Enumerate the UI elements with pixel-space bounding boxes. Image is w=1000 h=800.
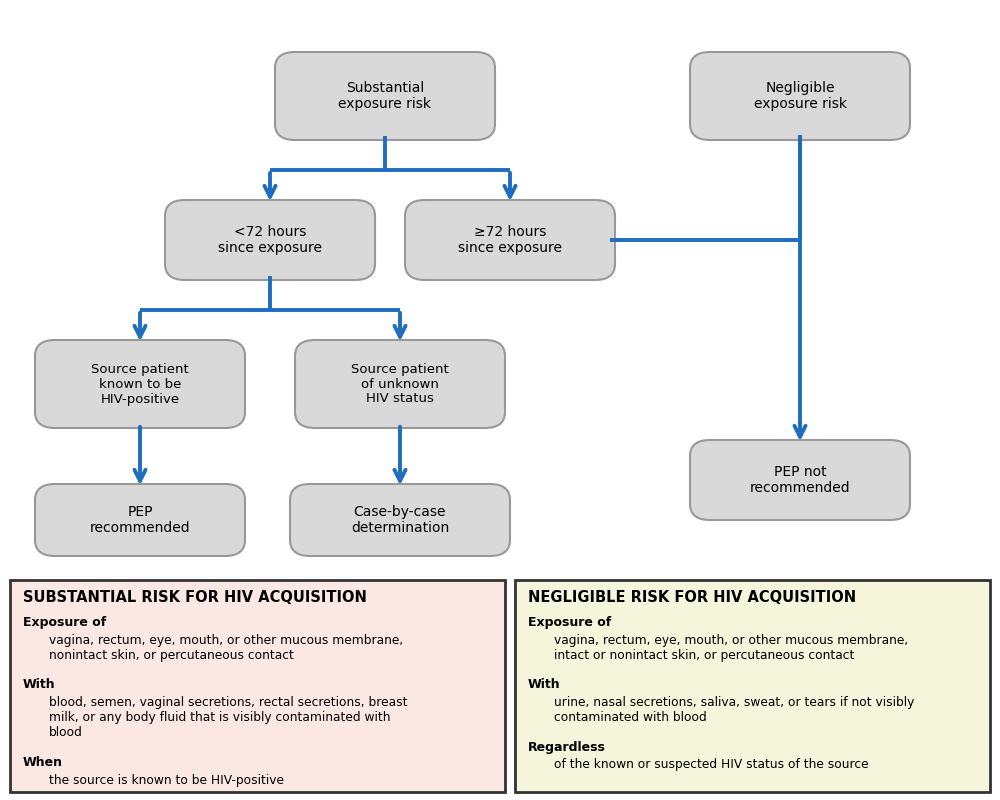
Text: Exposure of: Exposure of: [23, 616, 106, 629]
Text: With: With: [528, 678, 561, 691]
Text: Negligible
exposure risk: Negligible exposure risk: [754, 81, 846, 111]
FancyBboxPatch shape: [35, 484, 245, 556]
Text: <72 hours
since exposure: <72 hours since exposure: [218, 225, 322, 255]
FancyBboxPatch shape: [405, 200, 615, 280]
Text: Regardless: Regardless: [528, 741, 606, 754]
Text: of the known or suspected HIV status of the source: of the known or suspected HIV status of …: [554, 758, 869, 771]
Text: NEGLIGIBLE RISK FOR HIV ACQUISITION: NEGLIGIBLE RISK FOR HIV ACQUISITION: [528, 590, 856, 605]
Text: blood, semen, vaginal secretions, rectal secretions, breast
milk, or any body fl: blood, semen, vaginal secretions, rectal…: [49, 696, 408, 739]
FancyBboxPatch shape: [165, 200, 375, 280]
Text: vagina, rectum, eye, mouth, or other mucous membrane,
nonintact skin, or percuta: vagina, rectum, eye, mouth, or other muc…: [49, 634, 403, 662]
Text: PEP not
recommended: PEP not recommended: [750, 465, 850, 495]
FancyBboxPatch shape: [275, 52, 495, 140]
Text: SUBSTANTIAL RISK FOR HIV ACQUISITION: SUBSTANTIAL RISK FOR HIV ACQUISITION: [23, 590, 367, 605]
FancyBboxPatch shape: [295, 340, 505, 428]
Text: When: When: [23, 756, 63, 769]
Text: ≥72 hours
since exposure: ≥72 hours since exposure: [458, 225, 562, 255]
FancyBboxPatch shape: [515, 580, 990, 792]
Text: Exposure of: Exposure of: [528, 616, 611, 629]
Text: Case-by-case
determination: Case-by-case determination: [351, 505, 449, 535]
FancyBboxPatch shape: [290, 484, 510, 556]
Text: Source patient
of unknown
HIV status: Source patient of unknown HIV status: [351, 362, 449, 406]
FancyBboxPatch shape: [10, 580, 505, 792]
FancyBboxPatch shape: [690, 52, 910, 140]
Text: Source patient
known to be
HIV-positive: Source patient known to be HIV-positive: [91, 362, 189, 406]
Text: the source is known to be HIV-positive: the source is known to be HIV-positive: [49, 774, 284, 786]
Text: urine, nasal secretions, saliva, sweat, or tears if not visibly
contaminated wit: urine, nasal secretions, saliva, sweat, …: [554, 696, 914, 724]
Text: Substantial
exposure risk: Substantial exposure risk: [338, 81, 432, 111]
Text: PEP
recommended: PEP recommended: [90, 505, 190, 535]
Text: With: With: [23, 678, 56, 691]
FancyBboxPatch shape: [35, 340, 245, 428]
Text: vagina, rectum, eye, mouth, or other mucous membrane,
intact or nonintact skin, : vagina, rectum, eye, mouth, or other muc…: [554, 634, 908, 662]
FancyBboxPatch shape: [690, 440, 910, 520]
